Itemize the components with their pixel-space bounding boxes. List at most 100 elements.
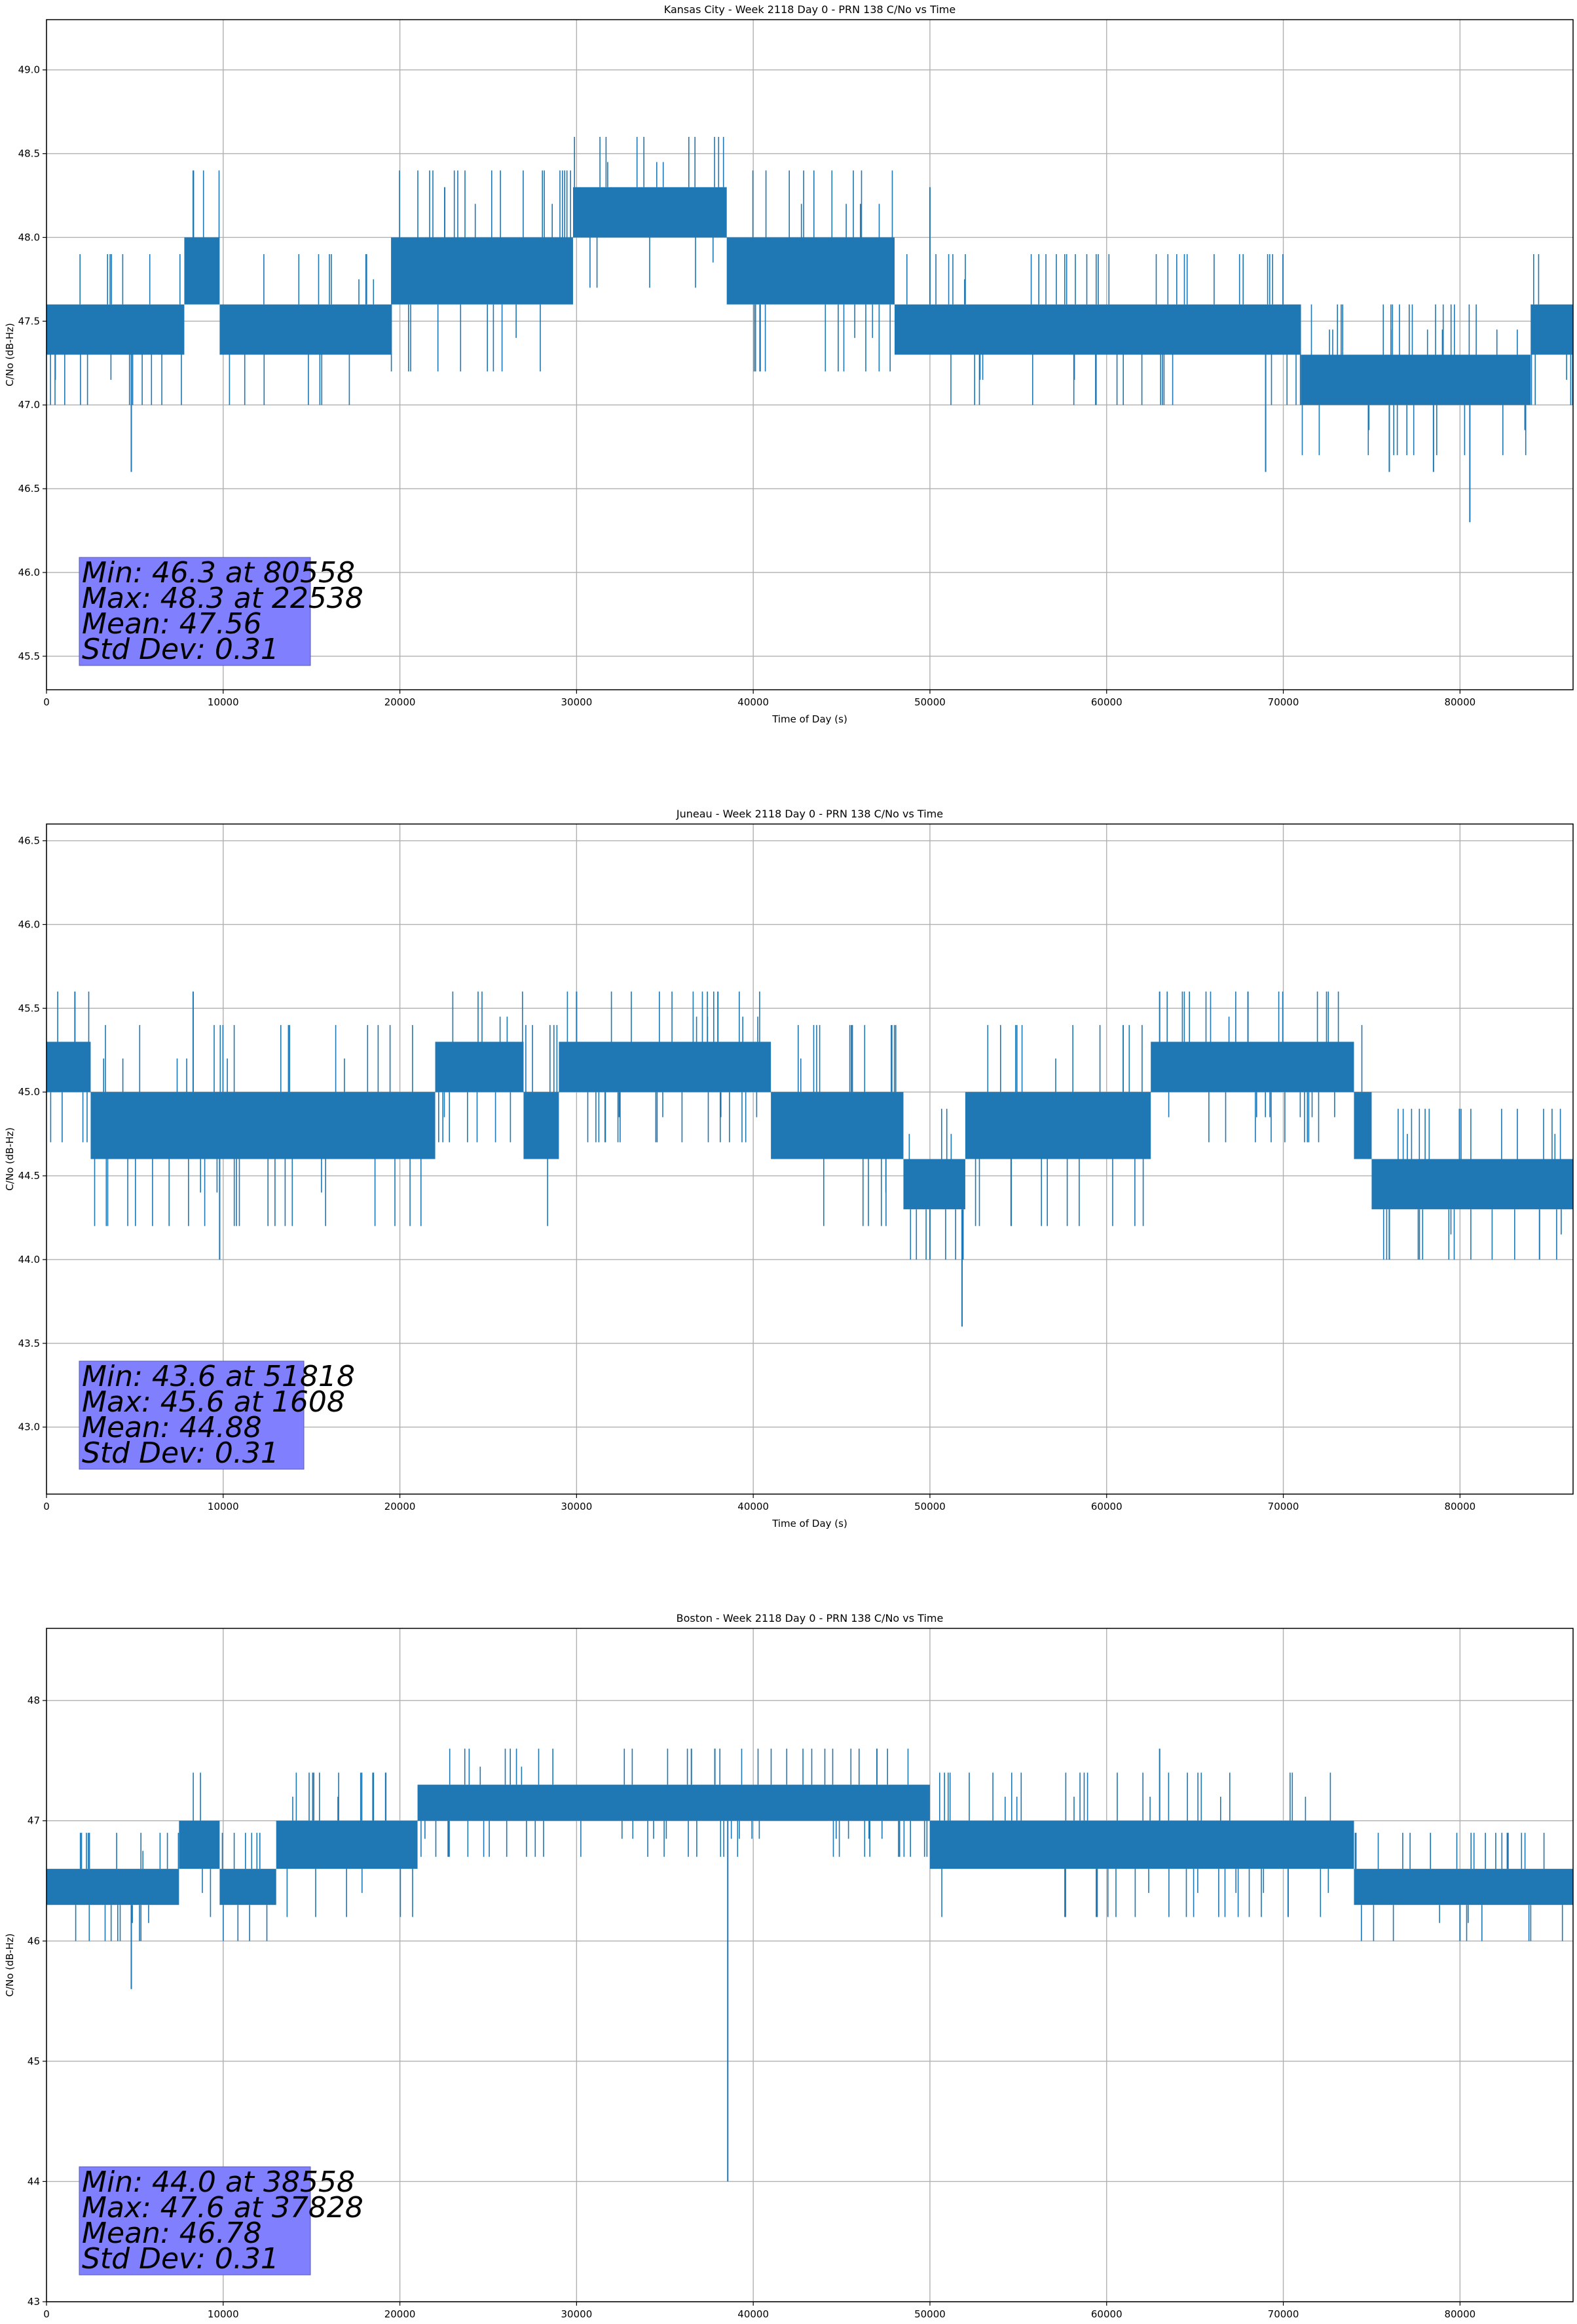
stats-mean: Mean: 44.88 bbox=[82, 1411, 262, 1444]
data-noise bbox=[974, 1024, 1144, 1226]
data-band bbox=[1151, 1041, 1354, 1093]
y-tick-label: 46 bbox=[28, 1935, 40, 1947]
stats-mean: Mean: 47.56 bbox=[82, 607, 262, 641]
y-tick-label: 46.5 bbox=[18, 835, 40, 847]
y-tick-label: 48.0 bbox=[18, 231, 40, 243]
data-noise bbox=[1382, 1108, 1562, 1260]
plot-frame bbox=[46, 823, 1574, 1495]
x-tick-label: 50000 bbox=[914, 696, 946, 708]
data-noise bbox=[221, 1833, 268, 1941]
data-band bbox=[90, 1092, 436, 1159]
y-axis-label: C/No (dB-Hz) bbox=[4, 323, 16, 386]
data-band bbox=[1371, 1159, 1573, 1210]
data-band bbox=[1354, 1092, 1372, 1159]
data-band bbox=[965, 1092, 1151, 1159]
data-band bbox=[179, 1820, 220, 1869]
chart-title: Kansas City - Week 2118 Day 0 - PRN 138 … bbox=[664, 3, 955, 16]
y-tick-label: 47.0 bbox=[18, 399, 40, 411]
chart-panel-3: 0 10000 20000 30000 40000 50000 60000 70000 8000… bbox=[4, 1612, 1574, 2320]
stats-mean: Mean: 46.78 bbox=[82, 2217, 262, 2250]
data-noise bbox=[798, 1024, 897, 1226]
data-band bbox=[46, 304, 185, 355]
y-axis-label: C/No (dB-Hz) bbox=[4, 1127, 16, 1191]
x-tick-label: 80000 bbox=[1444, 2308, 1475, 2320]
data-noise bbox=[1531, 254, 1573, 405]
x-tick-label: 30000 bbox=[561, 1501, 593, 1512]
data-noise bbox=[908, 1108, 964, 1260]
data-band bbox=[435, 1041, 524, 1093]
stats-box bbox=[79, 1360, 305, 1470]
data-band bbox=[726, 237, 895, 305]
stats-max: Max: 48.3 at 22538 bbox=[82, 582, 363, 615]
x-axis-label: Time of Day (s) bbox=[771, 1518, 847, 1529]
stats-min: Min: 46.3 at 80558 bbox=[82, 556, 355, 590]
x-tick-label: 50000 bbox=[914, 2308, 946, 2320]
y-axis-label: C/No (dB-Hz) bbox=[4, 1934, 16, 1997]
y-tick-label: 44.5 bbox=[18, 1170, 40, 1182]
data-band bbox=[1301, 354, 1531, 405]
data-noise bbox=[574, 137, 724, 288]
data-noise bbox=[939, 1772, 1331, 1917]
y-tick-label: 49.0 bbox=[18, 64, 40, 76]
x-tick-label: 80000 bbox=[1444, 1501, 1475, 1512]
data-noise bbox=[229, 254, 375, 405]
stats-max: Max: 45.6 at 1608 bbox=[82, 1385, 345, 1419]
y-tick-label: 44.0 bbox=[18, 1254, 40, 1265]
x-axis-label: Time of Day (s) bbox=[771, 713, 847, 725]
x-tick-label: 70000 bbox=[1268, 1501, 1299, 1512]
data-noise bbox=[75, 1833, 179, 1941]
data-noise bbox=[50, 254, 182, 405]
x-tick-label: 20000 bbox=[384, 696, 416, 708]
data-noise bbox=[94, 1024, 422, 1226]
y-tick-label: 46.5 bbox=[18, 483, 40, 495]
data-noise bbox=[50, 991, 90, 1142]
y-tick-label: 45 bbox=[28, 2055, 40, 2067]
stats-box bbox=[79, 2166, 311, 2276]
data-noise bbox=[1354, 1833, 1563, 1941]
x-tick-label: 40000 bbox=[737, 2308, 769, 2320]
plot-frame bbox=[46, 19, 1574, 690]
data-band bbox=[903, 1159, 965, 1210]
y-tick-label: 43.5 bbox=[18, 1338, 40, 1349]
y-tick-label: 45.0 bbox=[18, 1086, 40, 1098]
stats-max: Max: 47.6 at 37828 bbox=[82, 2191, 363, 2224]
y-tick-label: 44 bbox=[28, 2175, 40, 2187]
x-tick-label: 10000 bbox=[208, 1501, 239, 1512]
stats-box bbox=[79, 557, 311, 666]
x-tick-label: 60000 bbox=[1091, 696, 1122, 708]
stats-min: Min: 44.0 at 38558 bbox=[82, 2165, 355, 2199]
data-series bbox=[46, 1748, 1573, 2182]
data-noise bbox=[193, 1772, 212, 1917]
data-band bbox=[929, 1820, 1354, 1869]
x-tick-label: 20000 bbox=[384, 1501, 416, 1512]
data-series bbox=[46, 991, 1573, 1327]
y-tick-label: 48.5 bbox=[18, 148, 40, 160]
x-tick-label: 70000 bbox=[1268, 2308, 1299, 2320]
x-tick-label: 40000 bbox=[737, 696, 769, 708]
stats-std: Std Dev: 0.31 bbox=[82, 633, 279, 666]
data-noise bbox=[193, 170, 220, 238]
y-tick-label: 46.0 bbox=[18, 918, 40, 930]
data-band bbox=[572, 187, 727, 238]
data-noise bbox=[566, 991, 760, 1142]
stats-std: Std Dev: 0.31 bbox=[82, 2242, 279, 2276]
chart-title: Juneau - Week 2118 Day 0 - PRN 138 C/No … bbox=[676, 808, 943, 820]
data-noise bbox=[286, 1772, 413, 1917]
data-band bbox=[771, 1092, 904, 1159]
x-tick-label: 10000 bbox=[208, 2308, 239, 2320]
x-tick-label: 60000 bbox=[1091, 1501, 1122, 1512]
data-noise bbox=[390, 170, 571, 372]
y-tick-label: 43 bbox=[28, 2296, 40, 2308]
data-band bbox=[46, 1869, 179, 1905]
chart-title: Boston - Week 2118 Day 0 - PRN 138 C/No … bbox=[677, 1612, 944, 1624]
data-noise bbox=[525, 1024, 558, 1226]
x-tick-label: 50000 bbox=[914, 1501, 946, 1512]
y-tick-label: 43.0 bbox=[18, 1421, 40, 1433]
y-tick-label: 48 bbox=[28, 1695, 40, 1706]
data-band bbox=[895, 304, 1301, 355]
data-band bbox=[46, 1041, 91, 1093]
y-tick-label: 45.5 bbox=[18, 1002, 40, 1014]
y-tick-label: 47 bbox=[28, 1815, 40, 1827]
data-noise bbox=[1301, 304, 1527, 455]
